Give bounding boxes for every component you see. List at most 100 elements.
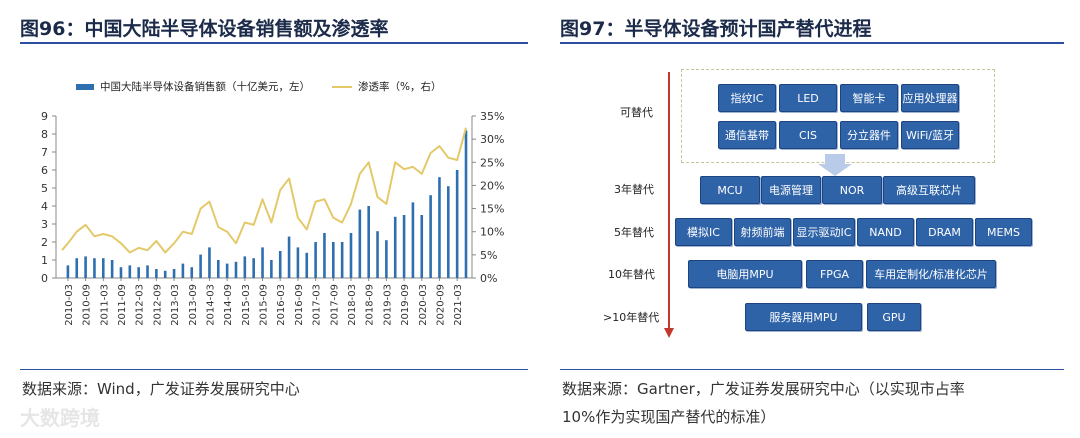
item-fpga: FPGA <box>806 260 863 288</box>
watermark-logo: 大数跨境 <box>20 406 100 430</box>
x-tick-label: 2019-09 <box>400 284 411 326</box>
sales-bar <box>323 233 326 278</box>
item-rf-frontend: 射频前端 <box>734 218 791 246</box>
x-tick-label: 2018-03 <box>347 284 358 326</box>
right-tick-label: 5% <box>480 249 497 262</box>
right-tick-label: 30% <box>480 133 504 146</box>
sales-bar <box>199 254 202 278</box>
sales-bar <box>296 247 300 278</box>
item-comm-baseband: 通信基带 <box>718 121 776 149</box>
item-mems: MEMS <box>975 218 1032 246</box>
item-cis: CIS <box>779 121 837 149</box>
x-tick-label: 2016-03 <box>276 284 287 326</box>
left-tick-label: 4 <box>41 200 48 213</box>
sales-bar <box>66 265 70 278</box>
x-tick-label: 2012-03 <box>135 284 146 326</box>
right-source-note-line2: 10%作为实现国产替代的标准） <box>562 408 776 426</box>
sales-bar <box>393 216 397 278</box>
x-tick-label: 2014-03 <box>205 284 216 326</box>
stage-label-3y: 3年替代 <box>614 183 654 196</box>
sales-bar <box>278 251 282 278</box>
x-tick-label: 2020-09 <box>435 284 446 326</box>
left-source-rule <box>20 369 528 370</box>
x-tick-label: 2013-03 <box>170 284 181 326</box>
x-tick-label: 2011-09 <box>117 284 128 326</box>
sales-penetration-chart: 0 1 2 3 4 5 6 7 8 9 0% 5% 10% 15% 20% 25% 30% 35% 2010-03 2… <box>41 80 504 326</box>
item-smart-card: 智能卡 <box>840 84 898 112</box>
timeline-arrowhead <box>664 328 674 338</box>
sales-bar <box>216 260 220 278</box>
flow-chevron-icon <box>825 154 845 164</box>
sales-bar <box>270 260 273 278</box>
sales-bar <box>376 231 379 278</box>
left-tick-label: 6 <box>41 164 48 177</box>
item-mcu: MCU <box>700 176 760 204</box>
item-automotive-chips: 车用定制化/标准化芯片 <box>866 260 996 288</box>
left-tick-label: 2 <box>41 236 48 249</box>
sales-bar <box>438 177 441 278</box>
sales-bar <box>181 263 185 278</box>
sales-bar <box>172 269 176 278</box>
stage-label-over-10y: >10年替代 <box>603 311 660 324</box>
item-display-driver-ic: 显示驱动IC <box>793 218 855 246</box>
sales-bar <box>234 261 238 278</box>
x-tick-label: 2015-09 <box>259 284 270 326</box>
sales-bar <box>429 195 432 278</box>
x-tick-label: 2016-09 <box>294 284 305 326</box>
sales-bar <box>101 258 105 278</box>
item-analog-ic: 模拟IC <box>675 218 732 246</box>
item-wifi-bluetooth: WiFi/蓝牙 <box>901 121 959 149</box>
stage-label-5y: 5年替代 <box>614 226 654 239</box>
right-source-note-line1: 数据来源：Gartner，广发证券发展研究中心（以实现市占率 <box>562 380 965 398</box>
right-tick-label: 25% <box>480 156 504 169</box>
item-nand: NAND <box>857 218 914 246</box>
right-tick-label: 10% <box>480 226 504 239</box>
right-title-rule <box>560 42 1064 44</box>
sales-bar <box>447 186 450 278</box>
sales-bar <box>75 258 79 278</box>
item-application-processor: 应用处理器 <box>901 84 959 112</box>
x-tick-label: 2010-09 <box>82 284 93 326</box>
left-title-rule <box>20 42 528 44</box>
sales-bar <box>163 270 167 278</box>
left-tick-label: 9 <box>41 110 48 123</box>
sales-bar <box>243 256 247 278</box>
item-nor: NOR <box>822 176 882 204</box>
sales-bar <box>128 265 132 278</box>
sales-bar <box>402 215 406 278</box>
sales-bar <box>225 263 229 278</box>
sales-bar <box>261 247 264 278</box>
sales-bar <box>190 267 194 278</box>
penetration-line <box>61 127 467 254</box>
item-dram: DRAM <box>916 218 973 246</box>
flow-chevron-head <box>818 164 852 176</box>
right-tick-label: 0% <box>480 272 497 285</box>
timeline-arrow-shaft <box>668 72 670 330</box>
x-tick-label: 2018-09 <box>365 284 376 326</box>
sales-bar <box>464 130 468 278</box>
sales-bar <box>110 260 114 278</box>
x-tick-label: 2011-03 <box>99 284 110 326</box>
x-tick-label: 2010-03 <box>64 284 75 326</box>
left-tick-label: 7 <box>41 146 48 159</box>
right-source-rule <box>560 369 1064 370</box>
legend-line-label: 渗透率（%，右） <box>358 80 441 93</box>
sales-bar <box>455 170 459 278</box>
sales-bar <box>314 242 317 278</box>
sales-bar <box>137 267 140 278</box>
stage-label-10y: 10年替代 <box>608 268 655 281</box>
sales-bar <box>331 242 335 278</box>
sales-bar <box>208 247 211 278</box>
x-tick-label: 2020-03 <box>418 284 429 326</box>
legend-bar-swatch <box>76 84 94 90</box>
sales-bar <box>287 236 291 278</box>
sales-bar <box>119 267 123 278</box>
left-chart-title: 图96：中国大陆半导体设备销售额及渗透率 <box>20 18 389 40</box>
x-tick-label: 2017-03 <box>312 284 323 326</box>
left-tick-label: 1 <box>41 254 48 267</box>
stage-label-now: 可替代 <box>620 106 653 119</box>
item-power-management: 电源管理 <box>761 176 821 204</box>
sales-bar <box>358 209 362 278</box>
left-tick-label: 3 <box>41 218 48 231</box>
left-tick-label: 5 <box>41 182 48 195</box>
